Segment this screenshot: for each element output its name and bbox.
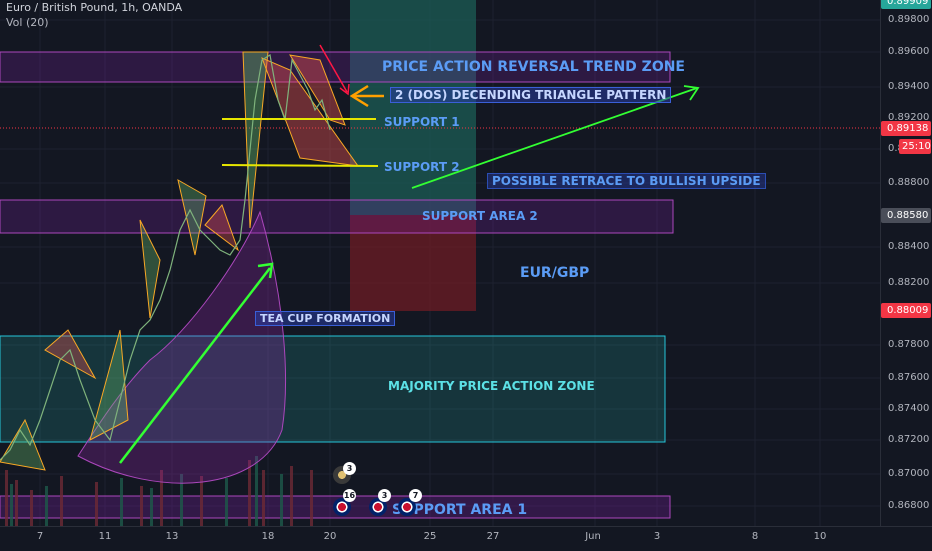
support-2-label: SUPPORT 2 [384, 160, 460, 174]
price-tick: 0.89600 [888, 46, 930, 57]
retrace-label: POSSIBLE RETRACE TO BULLISH UPSIDE [487, 173, 766, 189]
last-price-tag: 0.89138 [881, 121, 931, 136]
support-2-line [221, 164, 379, 167]
position-loss-zone [350, 215, 476, 311]
tea-cup-arrow [119, 262, 274, 464]
stop-price-tag: 0.88009 [881, 303, 931, 318]
reversal-zone-label: PRICE ACTION REVERSAL TREND ZONE [382, 59, 685, 75]
support-area-price-tag: 0.88580 [881, 208, 931, 223]
majority-zone-label: MAJORITY PRICE ACTION ZONE [388, 379, 595, 393]
price-tick: 0.88800 [888, 177, 930, 188]
reversal-zone-rect [0, 51, 671, 83]
date-tick: 10 [813, 531, 827, 542]
date-tick: 27 [486, 531, 500, 542]
event-count-2: 16 [343, 489, 356, 502]
price-tick: 0.86800 [888, 500, 930, 511]
event-count-4: 7 [409, 489, 422, 502]
date-tick: 7 [36, 531, 44, 542]
date-tick: 18 [261, 531, 275, 542]
volume-bars [5, 460, 313, 526]
time-axis[interactable] [0, 526, 932, 551]
price-tick: 0.88200 [888, 277, 930, 288]
price-tick: 0.88400 [888, 241, 930, 252]
orange-chevron [349, 84, 384, 108]
chart-header: Euro / British Pound, 1h, OANDA Vol (20) [6, 0, 182, 30]
pattern-triangles [0, 51, 360, 471]
event-flag-2[interactable] [333, 498, 351, 516]
price-tick: 0.89800 [888, 14, 930, 25]
date-tick: 11 [98, 531, 112, 542]
support-area-1-label: SUPPORT AREA 1 [392, 502, 528, 518]
pair-label: EUR/GBP [520, 265, 590, 281]
date-tick: 13 [165, 531, 179, 542]
price-tick: 0.87600 [888, 372, 930, 383]
support-area-2-rect [0, 199, 674, 234]
price-chart[interactable] [0, 0, 880, 526]
event-flag-4[interactable] [398, 498, 416, 516]
date-tick: 8 [751, 531, 759, 542]
date-tick: 3 [653, 531, 661, 542]
event-flag-3[interactable] [369, 498, 387, 516]
tea-cup-label: TEA CUP FORMATION [255, 311, 396, 326]
support-1-label: SUPPORT 1 [384, 115, 460, 129]
date-tick: 20 [323, 531, 337, 542]
symbol-title[interactable]: Euro / British Pound, 1h, OANDA [6, 1, 183, 14]
date-tick: Jun [585, 531, 601, 542]
price-tick: 0.87800 [888, 339, 930, 350]
majority-zone-rect [0, 335, 666, 443]
volume-indicator-label[interactable]: Vol (20) [6, 16, 49, 29]
date-tick: 25 [423, 531, 437, 542]
price-tick: 0.89400 [888, 81, 930, 92]
triangle-label: 2 (DOS) DECENDING TRIANGLE PATTERN [390, 87, 672, 103]
top-price-tag: 0.89909 [881, 0, 931, 9]
tea-cup-shape [77, 210, 286, 484]
event-count-1: 3 [343, 462, 356, 475]
support-area-2-label: SUPPORT AREA 2 [422, 209, 538, 223]
price-tick: 0.87000 [888, 468, 930, 479]
event-count-3: 3 [378, 489, 391, 502]
position-profit-zone [350, 0, 476, 215]
price-axis[interactable] [880, 0, 932, 526]
grid [0, 0, 880, 526]
price-tick: 0.87200 [888, 434, 930, 445]
red-pointer-arrow [319, 44, 350, 96]
bullish-arrow [411, 85, 700, 189]
price-tick: 0.87400 [888, 403, 930, 414]
price-tick: 0.89200 [888, 112, 930, 123]
countdown-tag: 25:10 [899, 139, 931, 154]
volume-bars-green [10, 456, 283, 526]
